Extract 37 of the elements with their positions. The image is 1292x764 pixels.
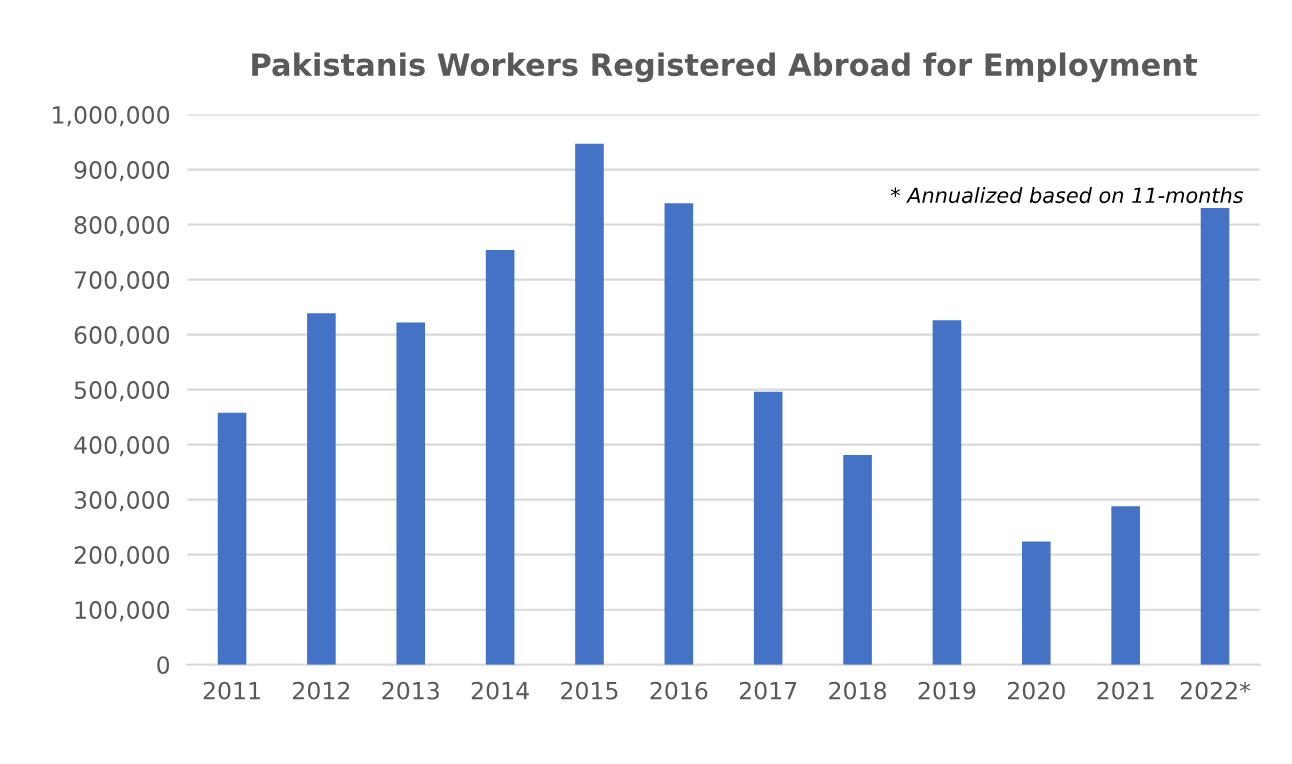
y-tick-label: 200,000 (74, 546, 170, 567)
y-tick-label: 800,000 (74, 216, 170, 237)
chart-title: Pakistanis Workers Registered Abroad for Employment (252, 52, 1197, 83)
bar (575, 143, 604, 665)
bar (485, 249, 515, 665)
bar (1021, 541, 1051, 665)
bar (217, 412, 247, 665)
y-tick-label: 600,000 (74, 326, 170, 347)
x-tick-label: 2019 (918, 681, 976, 700)
x-tick-label: 2018 (829, 681, 886, 700)
x-tick-label: 2021 (1097, 681, 1154, 700)
x-tick-label: 2016 (650, 681, 708, 700)
x-tick-label: 2011 (203, 681, 260, 700)
y-tick-label: 300,000 (74, 491, 170, 512)
x-tick-label: 2012 (293, 681, 350, 700)
y-tick-label: 900,000 (74, 161, 170, 182)
bar (932, 320, 962, 665)
y-tick-label: 400,000 (74, 436, 170, 457)
x-tick-label: 2022* (1180, 681, 1251, 700)
y-tick-label: 0 (157, 656, 170, 674)
y-tick-label: 500,000 (74, 381, 170, 402)
x-tick-label: 2015 (561, 681, 618, 700)
bar (1200, 208, 1230, 665)
annotation: * Annualized based on 11-months (890, 187, 1244, 204)
x-tick-label: 2014 (471, 681, 529, 700)
bar (753, 391, 783, 665)
bar (664, 203, 694, 665)
bar (843, 455, 872, 665)
y-tick-label: 700,000 (74, 271, 170, 292)
bar (396, 322, 426, 665)
x-tick-label: 2013 (382, 681, 439, 700)
x-tick-label: 2020 (1007, 681, 1065, 700)
bar (307, 313, 336, 665)
bar (1111, 506, 1140, 665)
y-tick-label: 1,000,000 (53, 106, 170, 127)
x-tick-label: 2017 (739, 681, 797, 700)
y-tick-label: 100,000 (75, 601, 170, 622)
